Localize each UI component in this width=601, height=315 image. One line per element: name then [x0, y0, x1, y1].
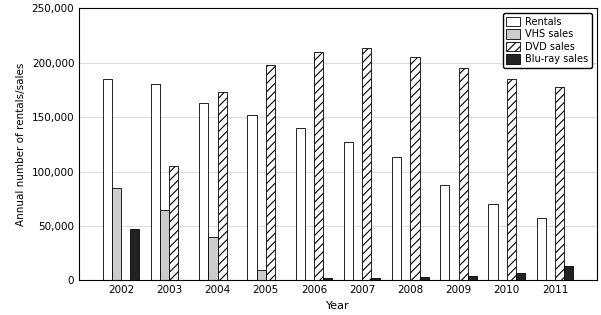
Bar	[344, 142, 353, 280]
Bar	[314, 52, 323, 280]
Bar	[209, 237, 218, 280]
Bar	[218, 92, 227, 280]
Bar	[459, 68, 468, 280]
Bar	[537, 218, 546, 280]
X-axis label: Year: Year	[326, 301, 350, 311]
Bar	[410, 57, 419, 280]
Legend: Rentals, VHS sales, DVD sales, Blu-ray sales: Rentals, VHS sales, DVD sales, Blu-ray s…	[502, 13, 592, 68]
Bar	[362, 49, 371, 280]
Bar	[103, 79, 112, 280]
Bar	[392, 158, 401, 280]
Bar	[112, 188, 121, 280]
Bar	[130, 229, 139, 280]
Bar	[169, 166, 178, 280]
Bar	[564, 266, 573, 280]
Bar	[160, 209, 169, 280]
Bar	[419, 277, 429, 280]
Bar	[555, 87, 564, 280]
Bar	[199, 103, 209, 280]
Bar	[257, 270, 266, 280]
Bar	[489, 204, 498, 280]
Bar	[266, 65, 275, 280]
Bar	[296, 128, 305, 280]
Bar	[323, 278, 332, 280]
Bar	[248, 115, 257, 280]
Bar	[507, 79, 516, 280]
Bar	[371, 278, 380, 280]
Y-axis label: Annual number of rentals/sales: Annual number of rentals/sales	[16, 63, 26, 226]
Bar	[151, 84, 160, 280]
Bar	[468, 276, 477, 280]
Bar	[516, 273, 525, 280]
Bar	[441, 185, 450, 280]
